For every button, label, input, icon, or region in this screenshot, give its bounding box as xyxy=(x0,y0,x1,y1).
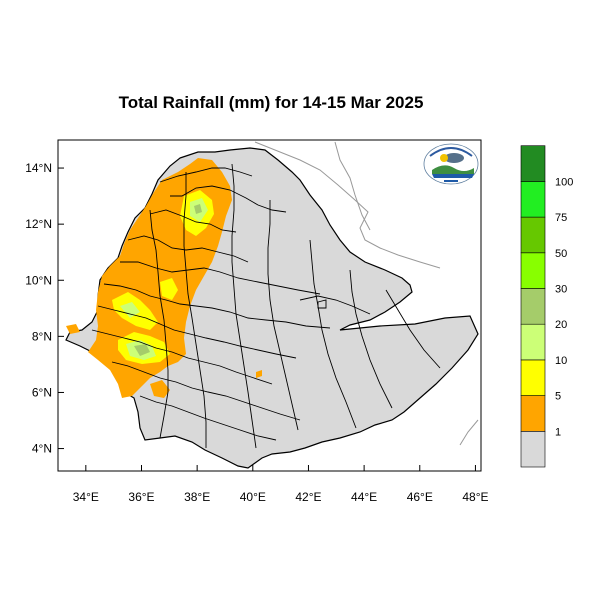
region-boundaries xyxy=(91,163,441,449)
legend-swatch-5 xyxy=(520,359,546,396)
map-title: Total Rainfall (mm) for 14-15 Mar 2025 xyxy=(118,93,424,112)
y-tick-label: 4°N xyxy=(32,442,52,456)
legend-swatch-50 xyxy=(520,216,546,254)
legend-swatch-below-1 xyxy=(520,430,546,468)
x-tick-label: 42°E xyxy=(295,490,321,504)
y-tick-label: 8°N xyxy=(32,329,52,343)
plot-frame xyxy=(57,139,482,472)
rainfall-patch-1mm-south xyxy=(150,380,170,398)
legend-label: 30 xyxy=(555,284,567,296)
rainfall-region-20mm xyxy=(134,344,150,356)
y-axis: 4°N 6°N 8°N 10°N 12°N 14°N xyxy=(25,161,64,456)
rainfall-patch-1mm-west xyxy=(66,324,80,334)
x-tick-label: 36°E xyxy=(128,490,154,504)
rainfall-legend: 1 5 10 20 30 50 75 100 xyxy=(520,145,573,468)
y-tick-label: 6°N xyxy=(32,385,52,399)
x-tick-label: 46°E xyxy=(407,490,433,504)
legend-swatch-75 xyxy=(520,181,546,218)
y-tick-label: 10°N xyxy=(25,273,52,287)
x-tick-label: 48°E xyxy=(462,490,488,504)
y-tick-label: 14°N xyxy=(25,161,52,175)
legend-swatch-1 xyxy=(520,395,546,432)
legend-swatch-30 xyxy=(520,252,546,289)
rainfall-region-10mm-mid xyxy=(120,302,140,318)
rainfall-region-20mm-north xyxy=(194,204,202,214)
y-tick-label: 12°N xyxy=(25,217,52,231)
legend-label: 75 xyxy=(555,212,567,224)
neighbor-boundaries xyxy=(254,141,479,446)
legend-label: 100 xyxy=(555,176,573,188)
legend-swatch-100 xyxy=(520,145,546,182)
rainfall-patch-1mm-east xyxy=(256,370,262,378)
legend-label: 10 xyxy=(555,355,567,367)
rainfall-region-5mm-center xyxy=(160,278,178,300)
legend-label: 20 xyxy=(555,319,567,331)
legend-label: 5 xyxy=(555,391,561,403)
x-tick-label: 44°E xyxy=(351,490,377,504)
x-tick-label: 38°E xyxy=(184,490,210,504)
x-tick-label: 40°E xyxy=(240,490,266,504)
x-tick-label: 34°E xyxy=(73,490,99,504)
x-axis: 34°E 36°E 38°E 40°E 42°E 44°E 46°E 48°E xyxy=(73,465,489,504)
plot-area xyxy=(57,139,482,472)
legend-swatch-20 xyxy=(520,288,546,325)
legend-label: 50 xyxy=(555,248,567,260)
ethiopian-meteorology-institute-logo xyxy=(423,143,479,185)
legend-swatch-10 xyxy=(520,323,546,361)
legend-label: 1 xyxy=(555,426,561,438)
